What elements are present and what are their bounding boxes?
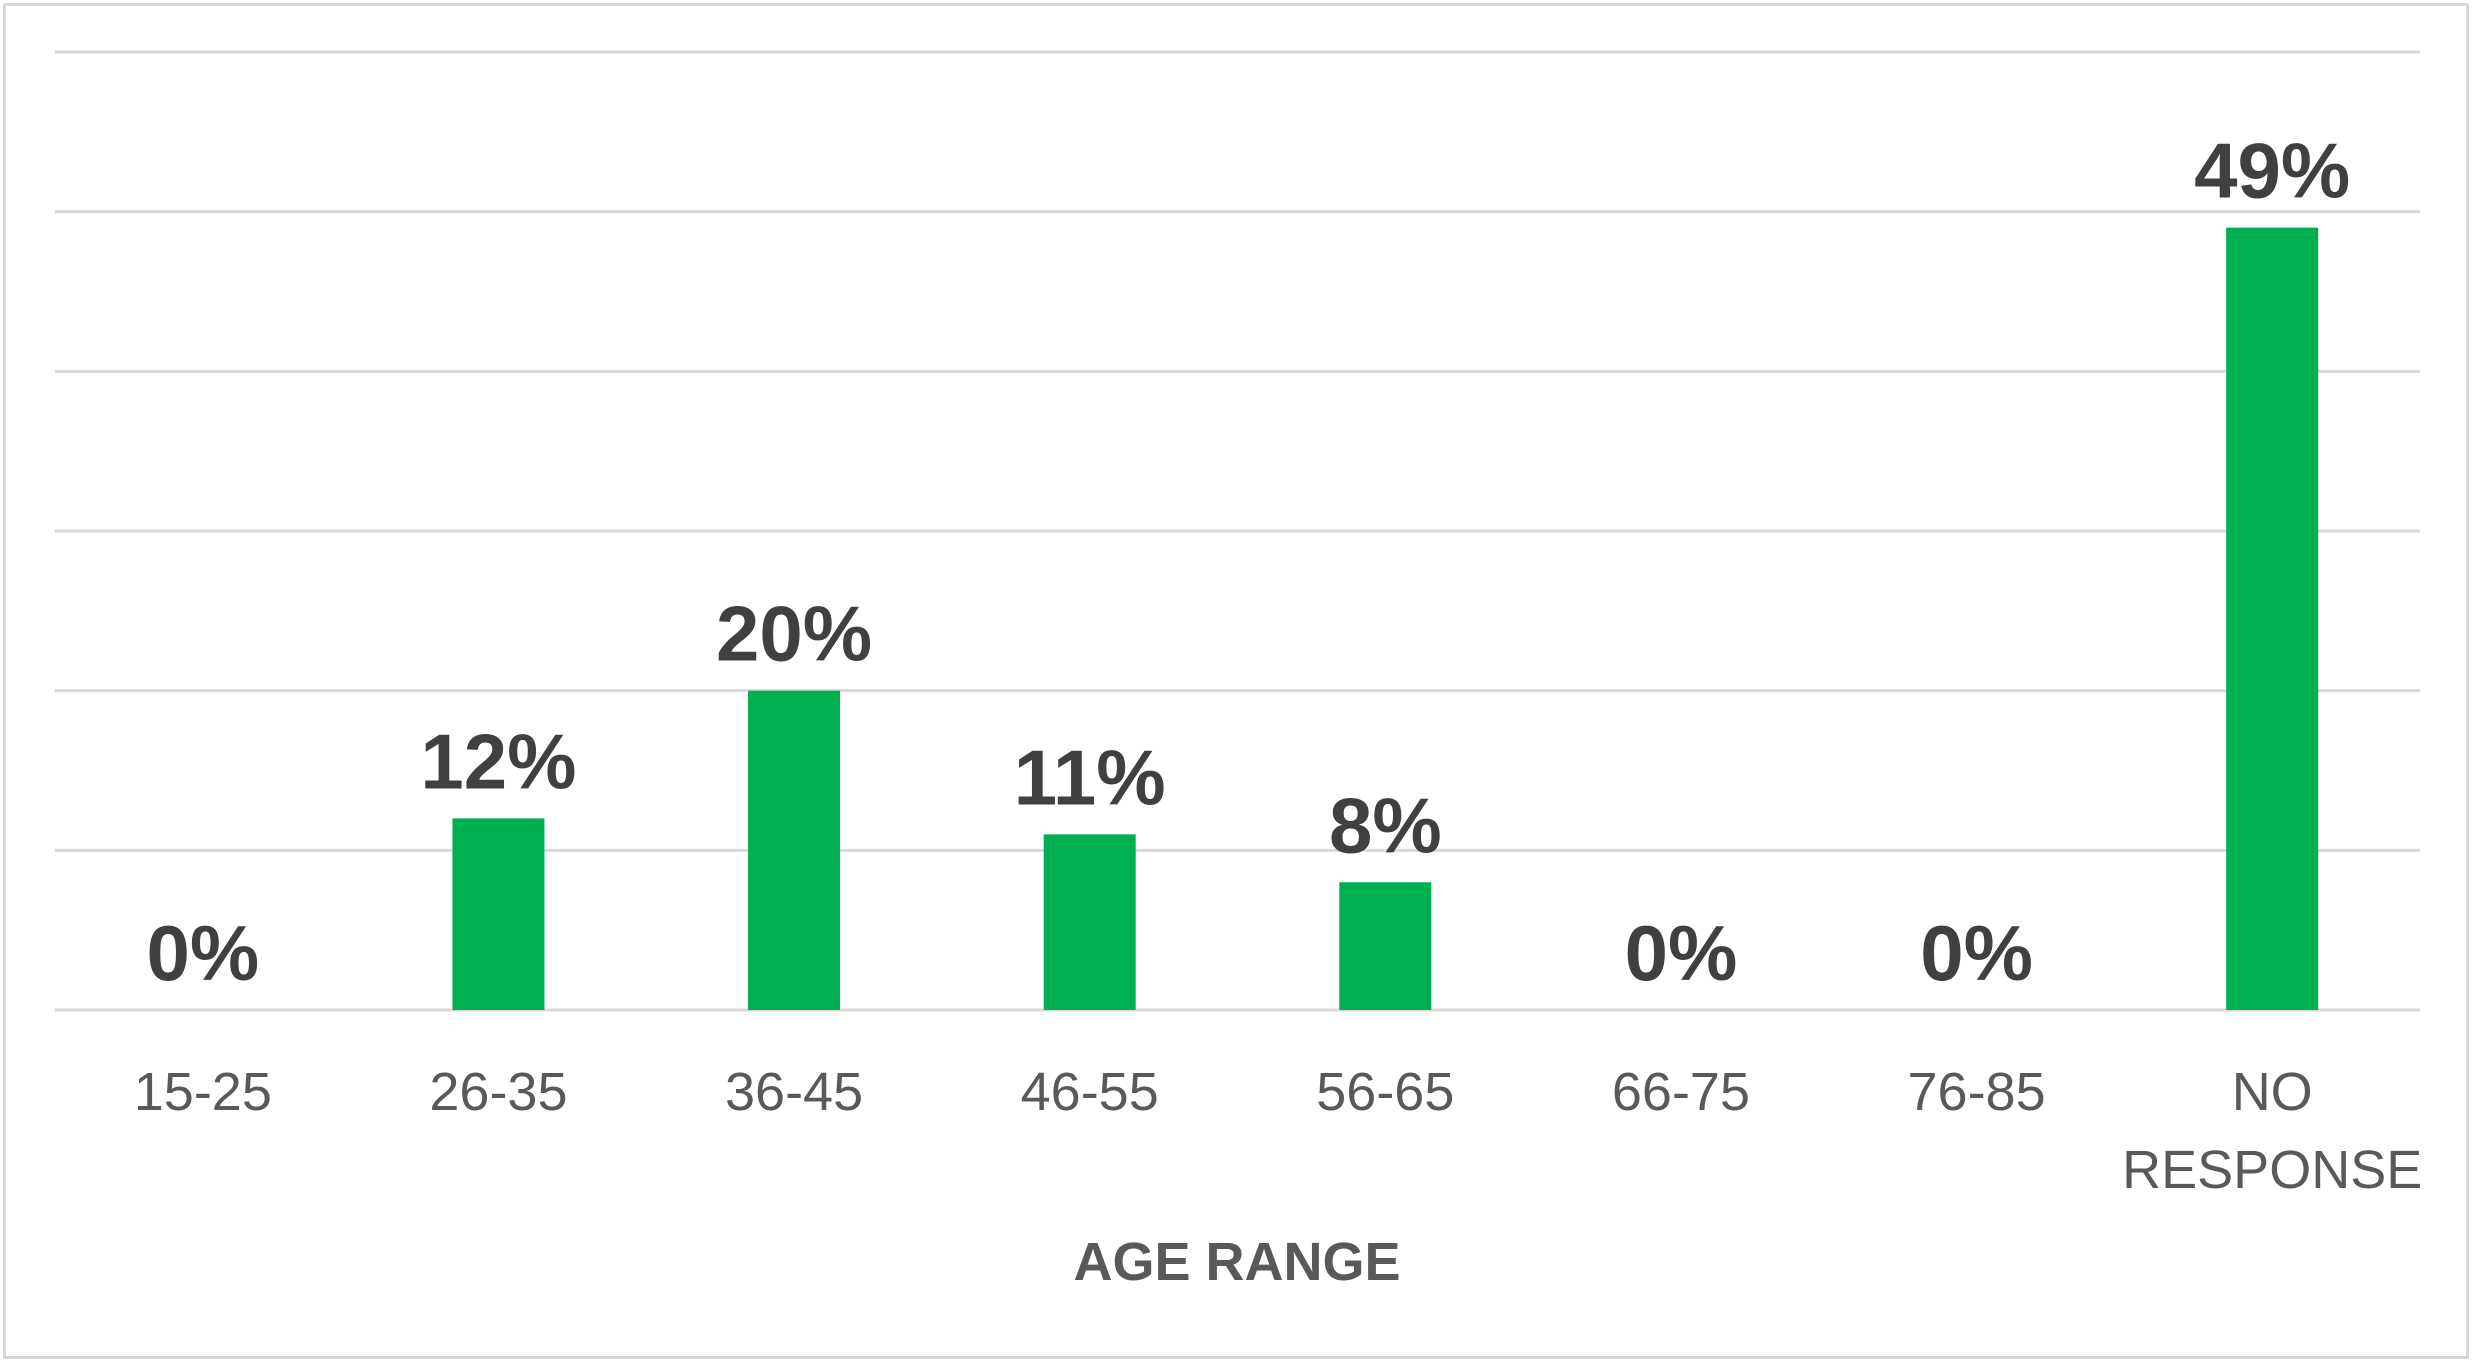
- x-tick-label: 36-45: [725, 1062, 863, 1122]
- data-label: 11%: [1014, 733, 1166, 821]
- data-label: 20%: [716, 590, 872, 678]
- x-tick-label: 76-85: [1908, 1062, 2046, 1122]
- x-tick-label: 26-35: [429, 1062, 567, 1122]
- data-label: 0%: [1920, 909, 2033, 997]
- bar: [748, 690, 841, 1010]
- x-tick-label: 56-65: [1316, 1062, 1454, 1122]
- x-axis-title: AGE RANGE: [1073, 1232, 1400, 1292]
- bar: [1339, 882, 1432, 1010]
- bars: [452, 227, 2319, 1011]
- x-tick-label: NO RESPONSE: [2122, 1062, 2422, 1200]
- bar: [1043, 834, 1136, 1010]
- data-label: 8%: [1329, 781, 1442, 869]
- data-label: 0%: [146, 909, 259, 997]
- x-tick-label: 15-25: [134, 1062, 272, 1122]
- x-tick-label: 46-55: [1021, 1062, 1159, 1122]
- data-label: 12%: [420, 717, 576, 805]
- x-tick-label: 66-75: [1612, 1062, 1750, 1122]
- data-labels: 0% 12% 20% 11% 8% 0% 0% 49%: [146, 127, 2350, 997]
- bar: [2226, 227, 2319, 1011]
- chart-frame: [3, 3, 2469, 1359]
- x-tick-labels: 15-25 26-35 36-45 46-55 56-65 66-75 76-85 NO RES…: [134, 1062, 2422, 1200]
- data-label: 0%: [1625, 909, 1738, 997]
- bar: [452, 818, 545, 1010]
- data-label: 49%: [2194, 127, 2350, 215]
- gridlines: [55, 50, 2420, 1012]
